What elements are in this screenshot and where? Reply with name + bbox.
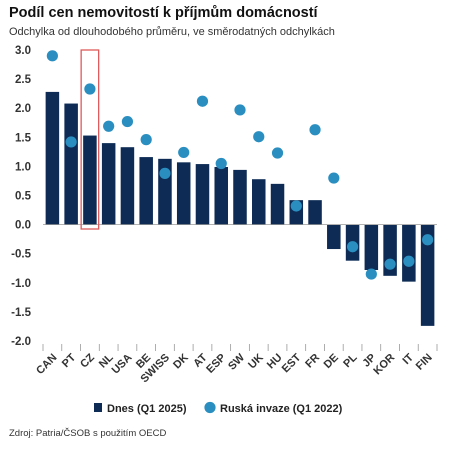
dot-hu bbox=[271, 147, 284, 159]
y-tick-label: 2.0 bbox=[15, 103, 31, 115]
dot-sw bbox=[234, 104, 246, 116]
y-tick-label: -0.5 bbox=[11, 249, 31, 261]
bar-pt bbox=[64, 103, 78, 225]
dot-pt bbox=[65, 136, 77, 148]
x-tick-label-est: EST bbox=[280, 351, 304, 375]
bar-at bbox=[195, 164, 210, 225]
bar-de bbox=[327, 224, 341, 250]
bar-it bbox=[402, 224, 416, 282]
x-tick-label-kor: KOR bbox=[371, 352, 397, 378]
source-note: Zdroj: Patria/ČSOB s použitím OECD bbox=[9, 428, 167, 439]
y-tick-label: 0.5 bbox=[15, 191, 32, 203]
dot-esp bbox=[215, 157, 227, 170]
x-tick-label-fin: FIN bbox=[414, 352, 435, 373]
legend-dot-swatch bbox=[204, 401, 216, 414]
x-tick-label-de: DE bbox=[322, 352, 341, 371]
legend-label-invasion: Ruská invaze (Q1 2022) bbox=[220, 403, 343, 415]
dot-nl bbox=[103, 120, 115, 132]
legend-label-today: Dnes (Q1 2025) bbox=[107, 403, 187, 415]
dot-pl bbox=[346, 241, 359, 253]
dot-est bbox=[290, 200, 302, 212]
bar-esp bbox=[214, 166, 228, 225]
bar-fr bbox=[308, 200, 322, 225]
dot-fr bbox=[309, 124, 321, 136]
bar-uk bbox=[252, 179, 266, 225]
bar-can bbox=[45, 91, 60, 225]
bar-sw bbox=[233, 169, 247, 225]
dot-jp bbox=[365, 268, 377, 280]
dot-dk bbox=[178, 146, 190, 159]
bar-be bbox=[139, 157, 153, 225]
x-tick-label-pt: PT bbox=[60, 351, 79, 370]
y-tick-label: 1.0 bbox=[15, 161, 31, 173]
dot-swiss bbox=[159, 167, 171, 179]
y-tick-label: -2.0 bbox=[11, 336, 31, 348]
dot-usa bbox=[121, 115, 134, 128]
y-tick-label: -1.0 bbox=[11, 278, 31, 290]
dot-can bbox=[46, 50, 58, 62]
y-tick-label: 1.5 bbox=[15, 132, 32, 144]
bar-hu bbox=[270, 183, 285, 225]
chart-subtitle: Odchylka od dlouhodobého průměru, ve smě… bbox=[9, 26, 335, 38]
x-tick-label-fr: FR bbox=[303, 352, 322, 371]
bar-nl bbox=[101, 143, 116, 225]
x-tick-label-pl: PL bbox=[341, 351, 360, 370]
dot-de bbox=[328, 172, 340, 184]
x-tick-label-esp: ESP bbox=[204, 352, 228, 376]
dot-fin bbox=[422, 234, 434, 246]
dot-cz bbox=[84, 83, 96, 95]
y-axis: 3.0 2.5 2.0 1.5 1.0 0.5 0.0 -0.5 -1.0 -1.5 -2.0 bbox=[11, 45, 31, 348]
y-tick-label: 2.5 bbox=[15, 74, 32, 86]
legend: Dnes (Q1 2025) Ruská invaze (Q1 2022) bbox=[94, 401, 343, 415]
y-tick-label: 3.0 bbox=[15, 45, 31, 57]
bar-usa bbox=[120, 147, 135, 225]
dot-at bbox=[196, 95, 209, 107]
dot-kor bbox=[384, 258, 396, 270]
x-tick-label-uk: UK bbox=[246, 352, 266, 372]
dot-be bbox=[140, 134, 152, 146]
dots bbox=[46, 50, 434, 280]
bar-jp bbox=[364, 224, 379, 270]
x-tick-label-sw: SW bbox=[226, 351, 247, 372]
y-tick-label: 0.0 bbox=[15, 220, 31, 232]
legend-bar-swatch bbox=[94, 403, 102, 412]
chart-title: Podíl cen nemovitostí k příjmům domácnos… bbox=[9, 5, 318, 21]
x-tick-label-cz: CZ bbox=[78, 351, 97, 370]
bar-cz bbox=[83, 135, 97, 225]
x-tick-label-usa: USA bbox=[110, 352, 135, 377]
y-tick-label: -1.5 bbox=[11, 307, 31, 319]
dot-it bbox=[403, 255, 415, 267]
bar-fin bbox=[420, 224, 435, 326]
bar-dk bbox=[176, 162, 191, 225]
x-tick-label-dk: DK bbox=[171, 352, 191, 372]
dot-uk bbox=[253, 131, 265, 143]
highlight-box-cz bbox=[80, 49, 100, 230]
x-tick-label-can: CAN bbox=[34, 352, 59, 377]
